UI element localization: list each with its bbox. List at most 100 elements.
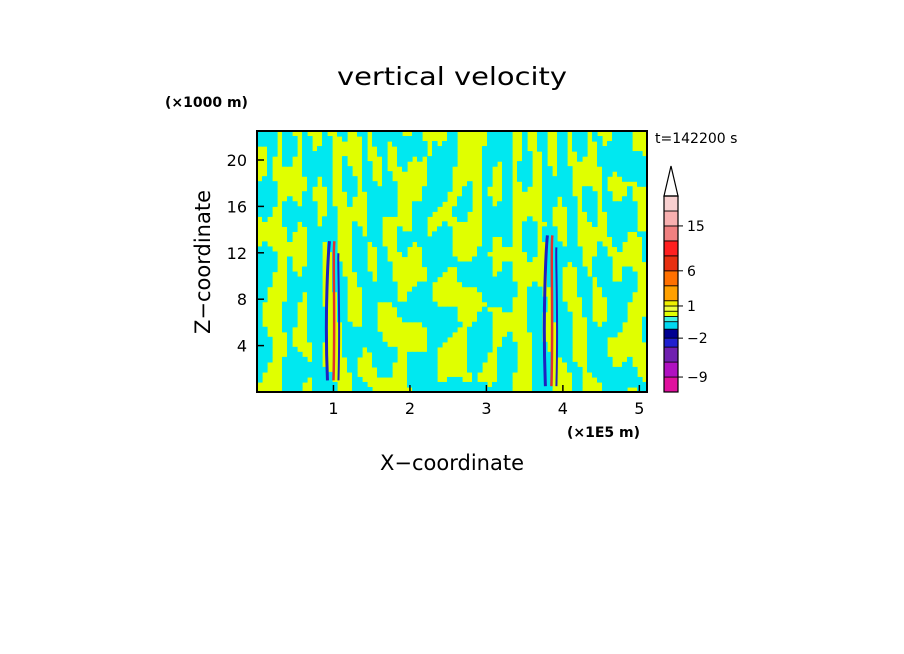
field-cell — [587, 291, 593, 298]
field-cell — [502, 261, 508, 268]
field-cell — [357, 246, 363, 253]
field-cell — [592, 266, 598, 273]
field-cell — [327, 171, 333, 177]
field-cell — [602, 381, 608, 388]
field-cell — [342, 326, 348, 333]
field-cell — [537, 346, 543, 353]
field-cell — [317, 286, 323, 293]
field-cell — [287, 336, 293, 343]
field-cell — [422, 256, 428, 263]
field-cell — [547, 236, 553, 243]
field-cell — [257, 181, 263, 187]
field-cell — [392, 286, 398, 293]
field-cell — [282, 216, 288, 222]
field-cell — [412, 371, 418, 378]
field-cell — [357, 376, 363, 383]
field-cell — [312, 171, 318, 177]
field-cell — [537, 311, 543, 318]
field-cell — [487, 131, 493, 137]
field-cell — [257, 286, 263, 293]
field-cell — [397, 306, 403, 313]
field-cell — [402, 316, 408, 323]
field-cell — [602, 186, 608, 192]
field-cell — [587, 336, 593, 343]
field-cell — [562, 256, 568, 263]
field-cell — [287, 326, 293, 333]
field-cell — [382, 246, 388, 253]
field-cell — [607, 371, 613, 378]
field-cell — [482, 176, 488, 182]
field-cell — [432, 171, 438, 177]
field-cell — [337, 261, 343, 268]
field-cell — [382, 251, 388, 258]
field-cell — [587, 191, 593, 197]
field-cell — [582, 131, 588, 137]
field-cell — [497, 291, 503, 298]
field-cell — [482, 286, 488, 293]
field-cell — [412, 361, 418, 368]
field-cell — [377, 236, 383, 243]
field-cell — [602, 361, 608, 368]
field-cell — [547, 246, 553, 253]
field-cell — [627, 281, 633, 288]
colorbar-swatch — [663, 305, 679, 312]
field-cell — [557, 176, 563, 182]
field-cell — [477, 266, 483, 273]
field-cell — [357, 226, 363, 232]
field-cell — [267, 161, 273, 167]
field-cell — [537, 301, 543, 308]
field-cell — [447, 306, 453, 313]
field-cell — [412, 306, 418, 313]
field-cell — [502, 181, 508, 187]
field-cell — [257, 141, 263, 147]
field-cell — [367, 276, 373, 283]
field-cell — [307, 151, 313, 157]
field-cell — [627, 286, 633, 293]
field-cell — [287, 231, 293, 238]
field-cell — [502, 306, 508, 313]
field-cell — [467, 191, 473, 197]
field-cell — [312, 241, 318, 248]
field-cell — [527, 176, 533, 182]
field-cell — [597, 376, 603, 383]
field-cell — [267, 151, 273, 157]
field-cell — [417, 311, 423, 318]
field-cell — [577, 276, 583, 283]
field-cell — [622, 281, 628, 288]
field-cell — [272, 251, 278, 258]
field-cell — [447, 186, 453, 192]
field-cell — [552, 201, 558, 207]
field-cell — [282, 366, 288, 373]
field-cell — [577, 136, 583, 142]
field-cell — [497, 226, 503, 232]
field-cell — [522, 136, 528, 142]
field-cell — [347, 186, 353, 192]
field-cell — [612, 316, 618, 323]
field-cell — [437, 196, 443, 202]
field-cell — [562, 171, 568, 177]
field-cell — [372, 286, 378, 293]
field-cell — [507, 211, 513, 217]
field-cell — [627, 221, 633, 227]
field-cell — [432, 146, 438, 152]
field-cell — [612, 381, 618, 388]
field-cell — [412, 136, 418, 142]
field-cell — [547, 271, 553, 278]
field-cell — [342, 181, 348, 187]
field-cell — [302, 201, 308, 207]
field-cell — [642, 161, 647, 167]
field-cell — [627, 131, 633, 137]
field-cell — [472, 321, 478, 328]
field-cell — [317, 246, 323, 253]
field-cell — [482, 166, 488, 172]
field-cell — [497, 386, 503, 392]
field-cell — [452, 156, 458, 162]
field-cell — [567, 336, 573, 343]
field-cell — [617, 206, 623, 212]
field-cell — [307, 216, 313, 222]
field-cell — [497, 136, 503, 142]
field-cell — [462, 271, 468, 278]
field-cell — [437, 336, 443, 343]
field-cell — [537, 136, 543, 142]
field-cell — [507, 281, 513, 288]
